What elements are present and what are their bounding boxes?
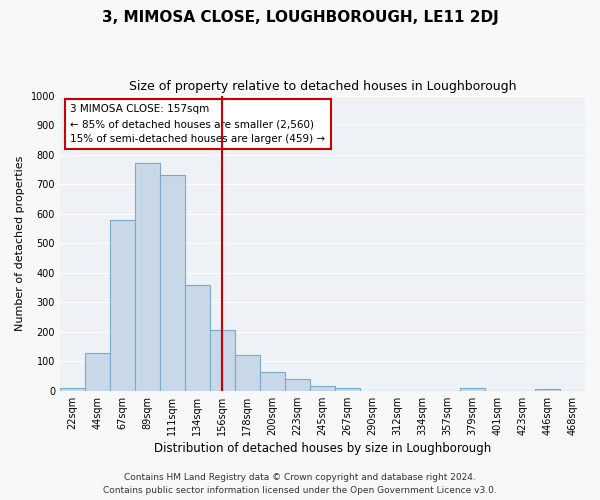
Text: 3, MIMOSA CLOSE, LOUGHBOROUGH, LE11 2DJ: 3, MIMOSA CLOSE, LOUGHBOROUGH, LE11 2DJ [101,10,499,25]
Bar [210,330,235,391]
Bar [460,388,485,391]
Title: Size of property relative to detached houses in Loughborough: Size of property relative to detached ho… [129,80,516,93]
Bar [185,285,210,391]
Text: Contains HM Land Registry data © Crown copyright and database right 2024.
Contai: Contains HM Land Registry data © Crown c… [103,473,497,495]
Text: 3 MIMOSA CLOSE: 157sqm
← 85% of detached houses are smaller (2,560)
15% of semi-: 3 MIMOSA CLOSE: 157sqm ← 85% of detached… [70,104,326,144]
Bar [310,386,335,391]
Bar [110,220,135,391]
Bar [85,353,110,391]
Bar [535,390,560,391]
Bar [235,356,260,391]
Bar [335,388,360,391]
X-axis label: Distribution of detached houses by size in Loughborough: Distribution of detached houses by size … [154,442,491,455]
Bar [135,164,160,391]
Bar [60,388,85,391]
Bar [160,176,185,391]
Bar [285,379,310,391]
Bar [260,372,285,391]
Y-axis label: Number of detached properties: Number of detached properties [15,156,25,331]
